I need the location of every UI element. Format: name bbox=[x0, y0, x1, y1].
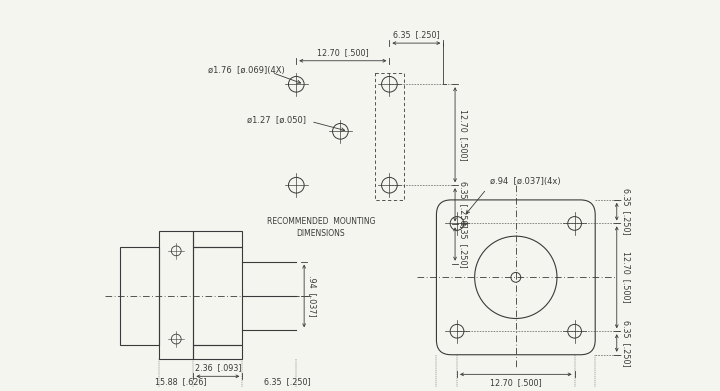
Text: ø1.27  [ø.050]: ø1.27 [ø.050] bbox=[247, 115, 306, 124]
Text: 6.35  [.250]: 6.35 [.250] bbox=[621, 319, 631, 366]
Bar bbox=[120, 247, 159, 345]
Text: RECOMMENDED  MOUNTING: RECOMMENDED MOUNTING bbox=[266, 217, 375, 226]
Text: DIMENSIONS: DIMENSIONS bbox=[297, 229, 345, 238]
Text: 6.35  [.250]: 6.35 [.250] bbox=[264, 377, 310, 386]
Text: 15.88  [.626]: 15.88 [.626] bbox=[156, 377, 207, 386]
Text: 12.70  [.500]: 12.70 [.500] bbox=[459, 109, 468, 161]
Bar bbox=[194, 231, 243, 247]
Text: 2.36  [.093]: 2.36 [.093] bbox=[194, 363, 241, 372]
Text: 12.70  [.500]: 12.70 [.500] bbox=[490, 378, 541, 387]
Text: 12.70  [.500]: 12.70 [.500] bbox=[621, 251, 631, 303]
Text: ø.94  [ø.037](4x): ø.94 [ø.037](4x) bbox=[490, 177, 561, 186]
Text: .94  [.037]: .94 [.037] bbox=[308, 275, 317, 317]
Text: ø1.76  [ø.069](4X): ø1.76 [ø.069](4X) bbox=[208, 66, 285, 75]
Text: 6.35  [.250]: 6.35 [.250] bbox=[459, 221, 468, 267]
Text: 6.35  [.250]: 6.35 [.250] bbox=[459, 181, 468, 228]
Bar bbox=[159, 231, 194, 359]
Bar bbox=[194, 247, 243, 345]
Text: 6.35  [.250]: 6.35 [.250] bbox=[621, 188, 631, 235]
Text: 6.35  [.250]: 6.35 [.250] bbox=[393, 30, 440, 39]
Bar bbox=[194, 345, 243, 359]
Text: 12.70  [.500]: 12.70 [.500] bbox=[317, 48, 369, 57]
